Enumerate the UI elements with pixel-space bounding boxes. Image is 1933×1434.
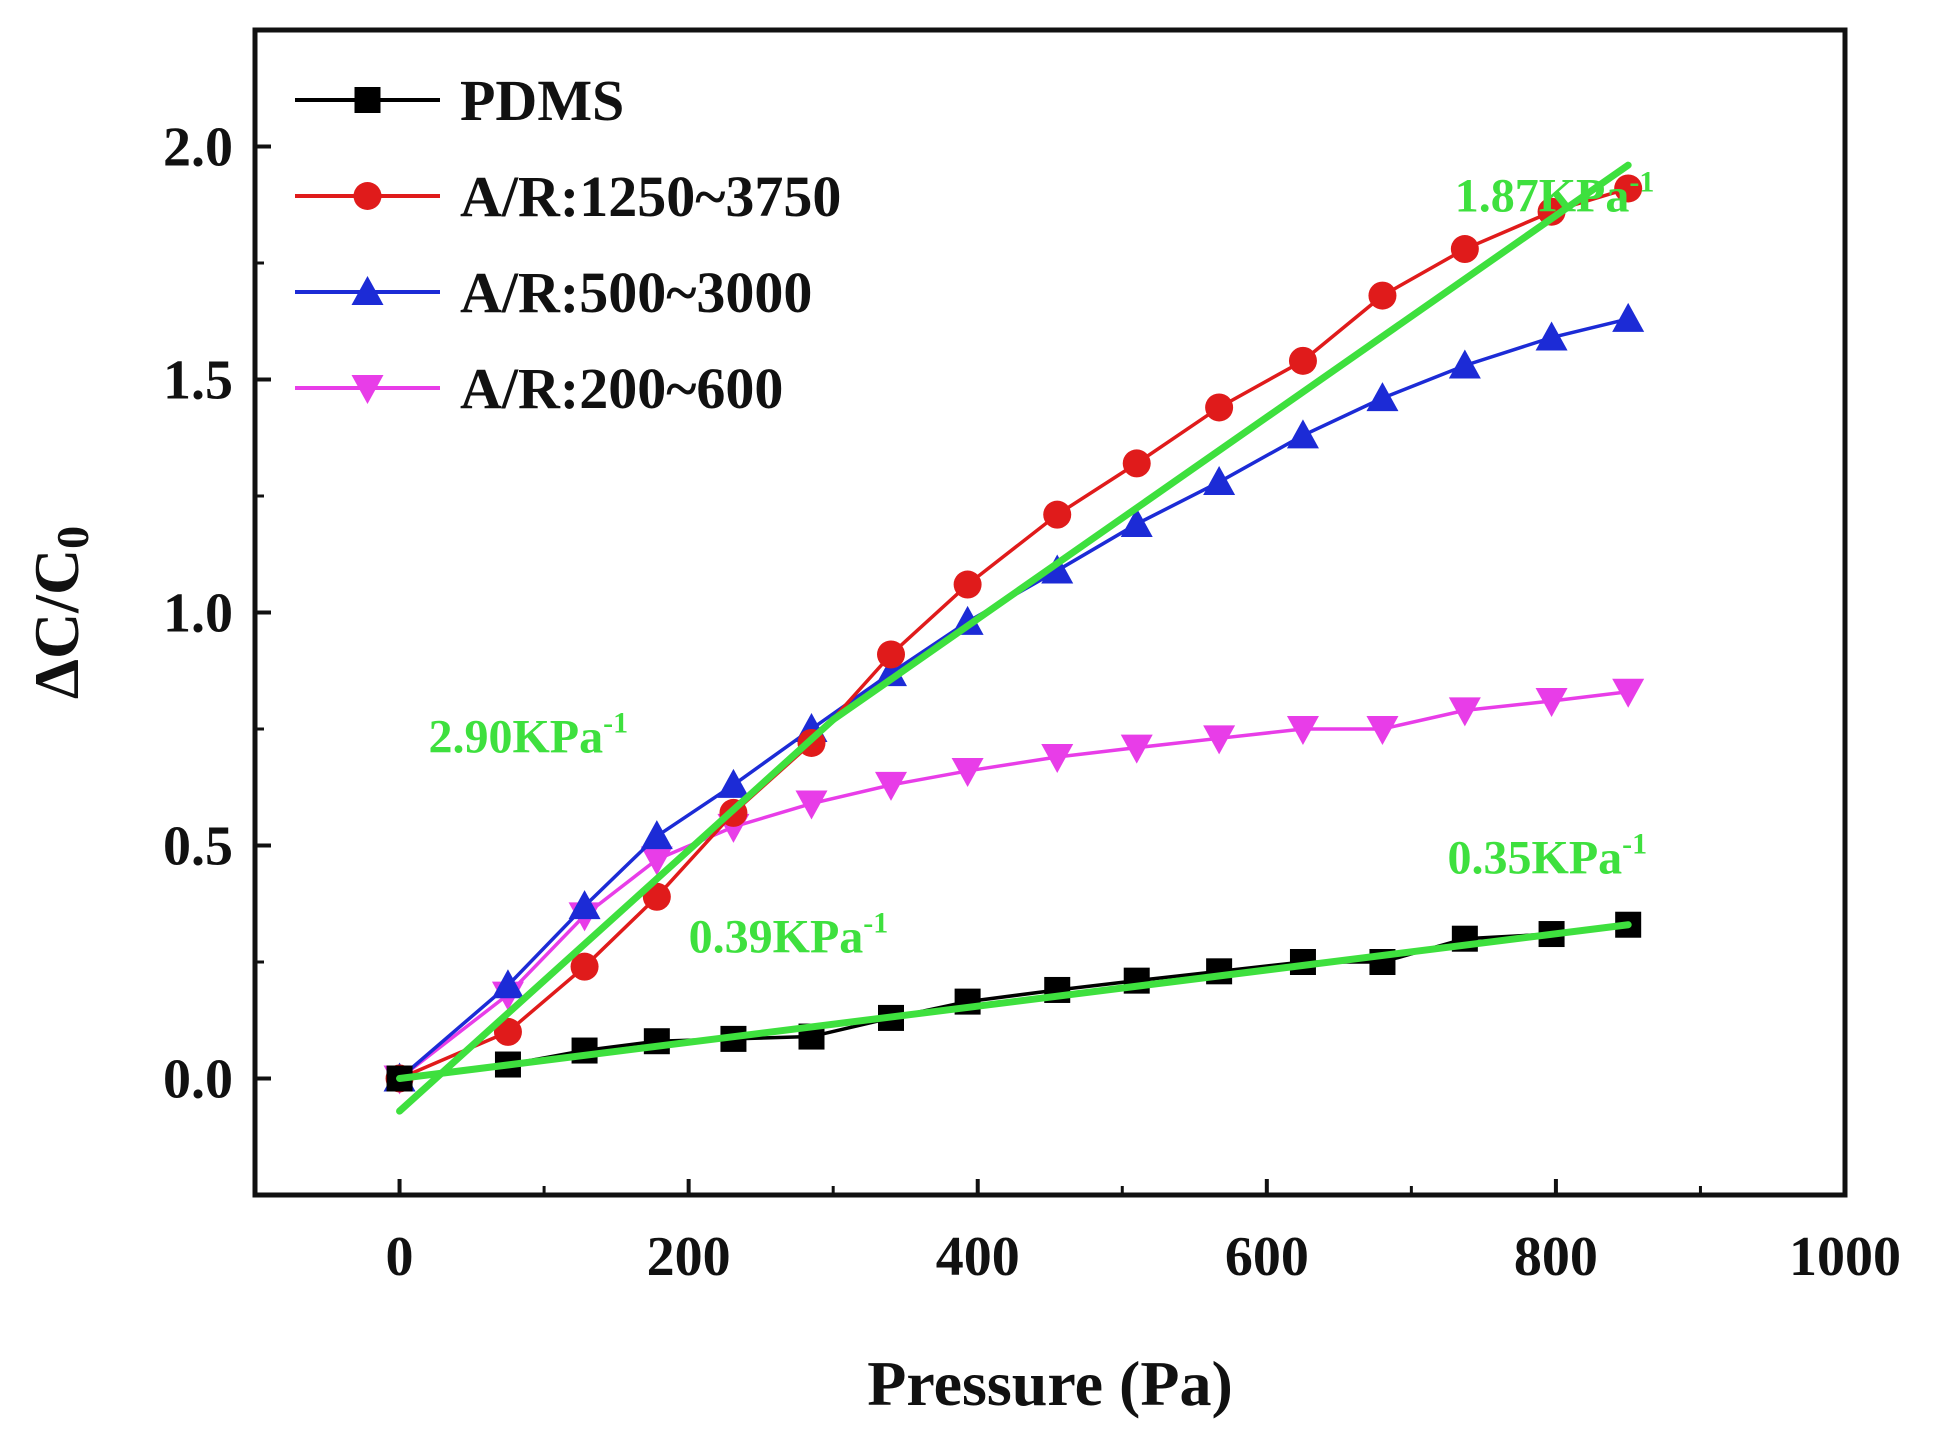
series-line xyxy=(398,689,1629,1080)
data-point xyxy=(1041,554,1074,584)
y-tick-label: 0.0 xyxy=(163,1049,233,1111)
data-point xyxy=(1612,678,1645,708)
legend-label: A/R:500~3000 xyxy=(460,260,812,325)
slope-annotation-exponent: -1 xyxy=(1629,166,1654,199)
y-tick-label: 1.0 xyxy=(163,583,233,645)
data-point xyxy=(953,570,982,599)
y-tick-label: 0.5 xyxy=(163,816,233,878)
data-point xyxy=(717,768,750,798)
legend-item: A/R:200~600 xyxy=(295,356,783,421)
data-point xyxy=(1537,197,1566,226)
data-point xyxy=(640,820,673,850)
data-point xyxy=(1612,302,1645,332)
data-point xyxy=(795,790,828,820)
legend-label: PDMS xyxy=(460,68,624,133)
data-point xyxy=(1288,346,1317,375)
data-point xyxy=(568,890,601,920)
data-point xyxy=(1120,734,1153,764)
legend-item: PDMS xyxy=(295,68,624,133)
series-2 xyxy=(385,174,1643,1093)
data-point xyxy=(1203,725,1236,755)
slope-annotation: 0.39KPa-1 xyxy=(689,907,889,964)
series-4 xyxy=(383,678,1645,1095)
legend-item: A/R:500~3000 xyxy=(295,260,812,325)
slope-annotation-exponent: -1 xyxy=(863,907,888,940)
x-tick-label: 1000 xyxy=(1789,1226,1901,1288)
slope-annotation-value: 1.87KPa xyxy=(1455,170,1630,223)
fit-high-pressure xyxy=(829,161,1632,724)
data-point xyxy=(1535,688,1568,718)
legend-swatch-marker xyxy=(353,182,382,210)
y-tick-label: 2.0 xyxy=(163,117,233,179)
data-point xyxy=(1448,697,1481,727)
data-point xyxy=(875,657,907,687)
fit-pdms xyxy=(396,921,1632,1082)
slope-annotation: 1.87KPa-1 xyxy=(1455,166,1655,223)
legend-swatch-marker xyxy=(351,375,384,404)
x-tick-label: 600 xyxy=(1225,1226,1309,1288)
x-tick-label: 0 xyxy=(386,1226,414,1288)
x-axis-title: Pressure (Pa) xyxy=(867,1348,1233,1419)
data-point xyxy=(1041,743,1074,773)
data-point xyxy=(1205,393,1234,422)
data-point xyxy=(1120,507,1153,537)
legend-label: A/R:1250~3750 xyxy=(460,164,841,229)
data-point xyxy=(1614,174,1643,203)
data-point xyxy=(1286,419,1319,449)
x-tick-label: 400 xyxy=(936,1226,1020,1288)
data-point xyxy=(1535,321,1568,351)
legend-swatch-marker xyxy=(351,276,384,305)
data-point xyxy=(877,640,905,669)
data-point xyxy=(570,952,599,981)
x-tick-label: 200 xyxy=(647,1226,731,1288)
data-point xyxy=(875,771,907,801)
data-point xyxy=(491,969,524,999)
slope-annotation-value: 0.39KPa xyxy=(689,911,864,964)
ticks-layer: 0 200 400 600 800 1000 0.0 0.5 1.0 1.5 2.0 xyxy=(163,28,1901,1288)
legend-swatch-marker xyxy=(354,87,381,113)
slope-annotation: 2.90KPa-1 xyxy=(428,706,628,763)
legend: PDMS A/R:1250~3750 A/R:500~3000 A/R:200~600 xyxy=(295,68,841,421)
data-point xyxy=(951,757,984,787)
fit-lines-layer xyxy=(396,161,1632,1115)
legend-item: A/R:1250~3750 xyxy=(295,164,841,229)
data-point xyxy=(640,846,673,876)
data-point xyxy=(1203,466,1236,496)
slope-annotation-value: 0.35KPa xyxy=(1448,831,1623,884)
slope-annotation: 0.35KPa-1 xyxy=(1448,827,1648,884)
slope-annotation-exponent: -1 xyxy=(603,706,628,739)
slope-annotation-exponent: -1 xyxy=(1622,827,1647,860)
data-point xyxy=(1366,382,1399,412)
y-axis-title-sub: 0 xyxy=(47,526,98,549)
data-point xyxy=(1286,716,1319,745)
annotations-layer: 1.87KPa-12.90KPa-10.39KPa-10.35KPa-1 xyxy=(428,166,1654,964)
x-tick-label: 800 xyxy=(1514,1226,1598,1288)
data-point xyxy=(1122,449,1151,478)
series-line xyxy=(398,186,1629,1081)
y-tick-label: 1.5 xyxy=(163,350,233,412)
data-point xyxy=(1366,716,1399,745)
data-point xyxy=(1448,349,1481,379)
data-point xyxy=(1043,500,1072,529)
data-point xyxy=(1450,235,1479,264)
legend-label: A/R:200~600 xyxy=(460,356,783,421)
data-point xyxy=(1368,281,1397,310)
fit-low-pressure xyxy=(396,716,837,1115)
y-axis-title-main: ΔC/C xyxy=(21,549,92,699)
slope-annotation-value: 2.90KPa xyxy=(428,710,603,763)
y-axis-title: ΔC/C0 xyxy=(21,526,98,699)
data-point xyxy=(493,1017,522,1046)
